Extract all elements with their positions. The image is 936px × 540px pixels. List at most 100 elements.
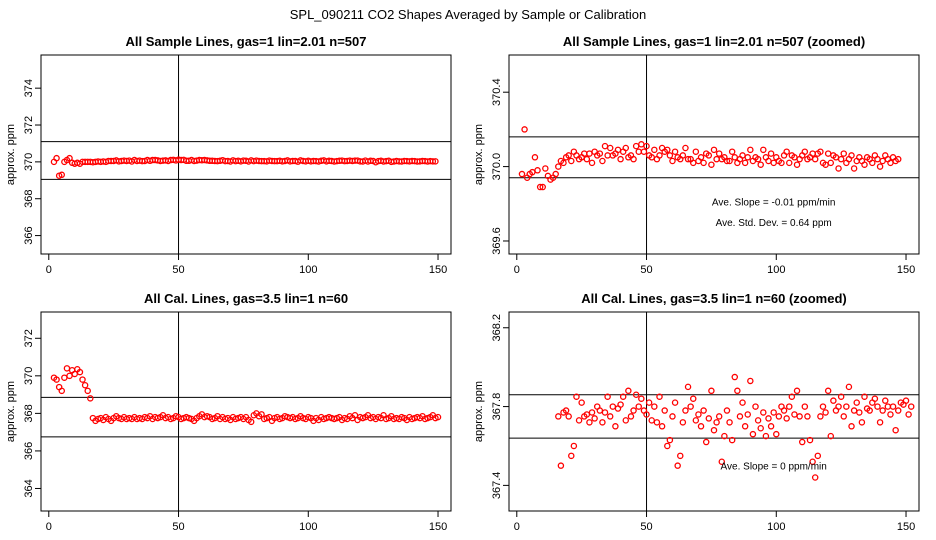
data-point bbox=[568, 157, 575, 165]
data-point bbox=[876, 419, 884, 426]
data-point bbox=[811, 474, 819, 481]
data-point bbox=[596, 150, 604, 157]
data-point bbox=[853, 399, 860, 406]
y-tick-label: 374 bbox=[23, 79, 35, 97]
data-point bbox=[643, 411, 650, 418]
data-point bbox=[689, 395, 697, 402]
data-point bbox=[754, 417, 762, 424]
y-tick-label: 370.4 bbox=[491, 78, 503, 106]
x-tick-label: 0 bbox=[46, 521, 52, 533]
data-point bbox=[894, 155, 902, 163]
data-point bbox=[726, 157, 733, 165]
data-point bbox=[601, 142, 609, 150]
x-tick-label: 0 bbox=[514, 521, 520, 533]
data-point bbox=[869, 159, 876, 167]
data-point bbox=[622, 417, 630, 424]
data-point bbox=[907, 403, 915, 410]
data-point bbox=[625, 387, 632, 395]
x-tick-label: 100 bbox=[299, 521, 317, 533]
data-point bbox=[692, 417, 700, 424]
data-point bbox=[612, 423, 619, 430]
data-point bbox=[747, 377, 754, 385]
data-point bbox=[565, 152, 572, 159]
data-point bbox=[822, 409, 829, 416]
data-point bbox=[583, 411, 591, 418]
data-point bbox=[728, 436, 736, 444]
data-point bbox=[568, 452, 575, 460]
data-point bbox=[632, 142, 640, 150]
data-point bbox=[539, 183, 546, 191]
data-point bbox=[552, 170, 559, 178]
data-point bbox=[560, 159, 567, 167]
data-point bbox=[788, 393, 796, 400]
y-tick-label: 370 bbox=[23, 153, 35, 171]
data-point bbox=[521, 126, 528, 133]
x-tick-label: 100 bbox=[299, 264, 317, 276]
data-point bbox=[770, 409, 777, 416]
data-point bbox=[583, 155, 591, 163]
chart-title: All Sample Lines, gas=1 lin=2.01 n=507 bbox=[126, 34, 367, 49]
x-tick-label: 150 bbox=[429, 521, 447, 533]
data-point bbox=[565, 413, 572, 420]
data-point bbox=[830, 397, 837, 404]
data-point bbox=[664, 442, 671, 450]
data-point bbox=[666, 436, 674, 444]
chart-panel-1: All Sample Lines, gas=1 lin=2.01 n=507 0 5… bbox=[5, 34, 452, 276]
data-point bbox=[640, 148, 648, 155]
data-point bbox=[609, 403, 617, 410]
chart-title: All Sample Lines, gas=1 lin=2.01 n=507 (… bbox=[563, 34, 865, 49]
plot-frame bbox=[40, 54, 452, 255]
data-point bbox=[648, 417, 655, 424]
data-point bbox=[630, 407, 637, 414]
data-point bbox=[247, 418, 255, 426]
data-point bbox=[697, 423, 705, 430]
data-point bbox=[879, 157, 886, 165]
data-point bbox=[892, 426, 899, 434]
y-tick-label: 370.0 bbox=[491, 153, 503, 181]
annotation: Ave. Std. Dev. = 0.64 ppm bbox=[716, 218, 832, 229]
data-point bbox=[734, 387, 741, 395]
data-point bbox=[630, 155, 637, 163]
data-point bbox=[705, 152, 713, 159]
data-point bbox=[837, 393, 845, 400]
data-point bbox=[744, 154, 751, 161]
data-point bbox=[715, 150, 723, 157]
data-point bbox=[775, 413, 783, 420]
data-point bbox=[874, 403, 881, 410]
data-point bbox=[778, 159, 785, 167]
data-point bbox=[635, 148, 642, 155]
x-tick-label: 50 bbox=[172, 264, 184, 276]
data-point bbox=[905, 411, 912, 418]
data-point bbox=[604, 393, 611, 400]
y-tick-label: 366 bbox=[23, 442, 35, 460]
chart-panel-2: All Sample Lines, gas=1 lin=2.01 n=507 (… bbox=[473, 34, 920, 276]
data-point bbox=[809, 458, 816, 465]
data-point bbox=[741, 423, 749, 430]
page-title: SPL_090211 CO2 Shapes Averaged by Sample… bbox=[290, 7, 647, 22]
data-point bbox=[713, 419, 720, 426]
data-point bbox=[848, 423, 855, 430]
x-tick-label: 150 bbox=[429, 264, 447, 276]
data-point bbox=[599, 157, 606, 165]
data-point bbox=[765, 415, 772, 422]
data-point bbox=[731, 373, 739, 381]
data-point bbox=[793, 387, 801, 395]
data-point bbox=[601, 409, 609, 416]
data-point bbox=[622, 144, 630, 152]
data-point bbox=[824, 150, 832, 157]
data-point bbox=[718, 458, 726, 465]
data-point bbox=[819, 403, 827, 410]
data-point bbox=[754, 155, 762, 163]
data-point bbox=[739, 399, 746, 406]
data-point bbox=[617, 155, 624, 163]
data-point bbox=[697, 154, 705, 161]
data-point bbox=[682, 144, 689, 152]
data-point bbox=[84, 387, 91, 395]
data-point bbox=[705, 415, 713, 422]
data-point bbox=[534, 167, 541, 174]
data-point bbox=[604, 152, 611, 159]
data-point bbox=[542, 165, 549, 172]
data-point bbox=[804, 413, 811, 420]
data-point bbox=[700, 407, 707, 414]
data-point bbox=[786, 159, 793, 167]
